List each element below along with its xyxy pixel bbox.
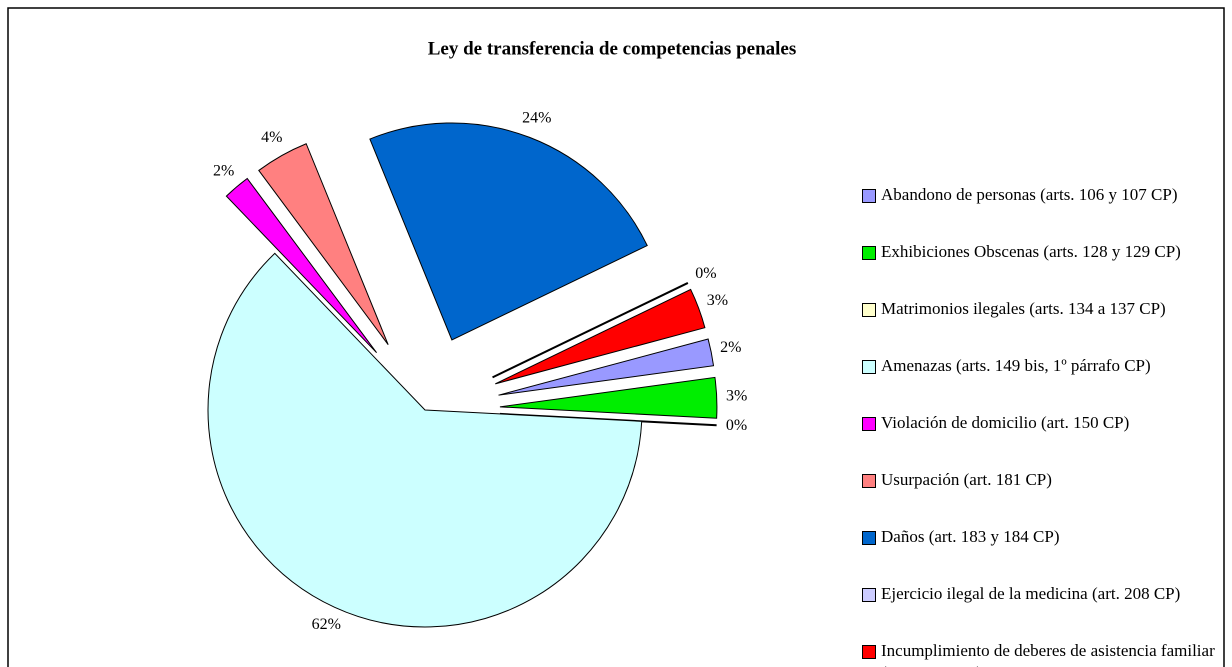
legend-item: Ejercicio ilegal de la medicina (art. 20… (862, 583, 1222, 640)
data-label: 3% (726, 388, 747, 405)
legend-item: Exhibiciones Obscenas (arts. 128 y 129 C… (862, 241, 1222, 298)
legend-item: Amenazas (arts. 149 bis, 1º párrafo CP) (862, 355, 1222, 412)
legend-item: Usurpación (art. 181 CP) (862, 469, 1222, 526)
legend-item: Incumplimiento de deberes de asistencia … (862, 640, 1222, 667)
legend-label: Violación de domicilio (art. 150 CP) (881, 413, 1130, 432)
pie-slice (492, 282, 689, 379)
legend-label: Incumplimiento de deberes de asistencia … (881, 641, 1215, 667)
legend-label: Matrimonios ilegales (arts. 134 a 137 CP… (881, 299, 1166, 318)
data-label: 0% (726, 417, 747, 434)
legend-label: Ejercicio ilegal de la medicina (art. 20… (881, 584, 1181, 603)
chart-frame (7, 7, 1225, 667)
legend-label: Abandono de personas (arts. 106 y 107 CP… (881, 185, 1178, 204)
data-label: 3% (707, 292, 728, 309)
legend-item: Violación de domicilio (art. 150 CP) (862, 412, 1222, 469)
legend-swatch (862, 189, 876, 203)
pie-slice (495, 288, 706, 385)
legend-swatch (862, 474, 876, 488)
legend-item: Abandono de personas (arts. 106 y 107 CP… (862, 184, 1222, 241)
data-label: 24% (522, 109, 551, 126)
data-label: 4% (261, 129, 282, 146)
data-label: 2% (213, 162, 234, 179)
data-label: 0% (695, 265, 716, 282)
data-label: 62% (312, 616, 341, 633)
legend-item: Daños (art. 183 y 184 CP) (862, 526, 1222, 583)
legend-item: Matrimonios ilegales (arts. 134 a 137 CP… (862, 298, 1222, 355)
chart-title: Ley de transferencia de competencias pen… (428, 38, 797, 59)
pie-slice (207, 252, 643, 628)
legend-swatch (862, 588, 876, 602)
legend-swatch (862, 303, 876, 317)
data-label: 2% (720, 339, 741, 356)
pie-slice (225, 177, 377, 354)
legend: Abandono de personas (arts. 106 y 107 CP… (862, 184, 1222, 667)
legend-swatch (862, 246, 876, 260)
pie-slice (498, 338, 715, 396)
legend-label: Amenazas (arts. 149 bis, 1º párrafo CP) (881, 356, 1151, 375)
legend-swatch (862, 531, 876, 545)
legend-swatch (862, 645, 876, 659)
pie-slice (369, 122, 648, 341)
pie-slice (499, 376, 718, 419)
legend-label: Daños (art. 183 y 184 CP) (881, 527, 1060, 546)
pie-slice (258, 143, 389, 345)
legend-swatch (862, 417, 876, 431)
legend-label: Usurpación (art. 181 CP) (881, 470, 1052, 489)
legend-label: Exhibiciones Obscenas (arts. 128 y 129 C… (881, 242, 1181, 261)
legend-swatch (862, 360, 876, 374)
